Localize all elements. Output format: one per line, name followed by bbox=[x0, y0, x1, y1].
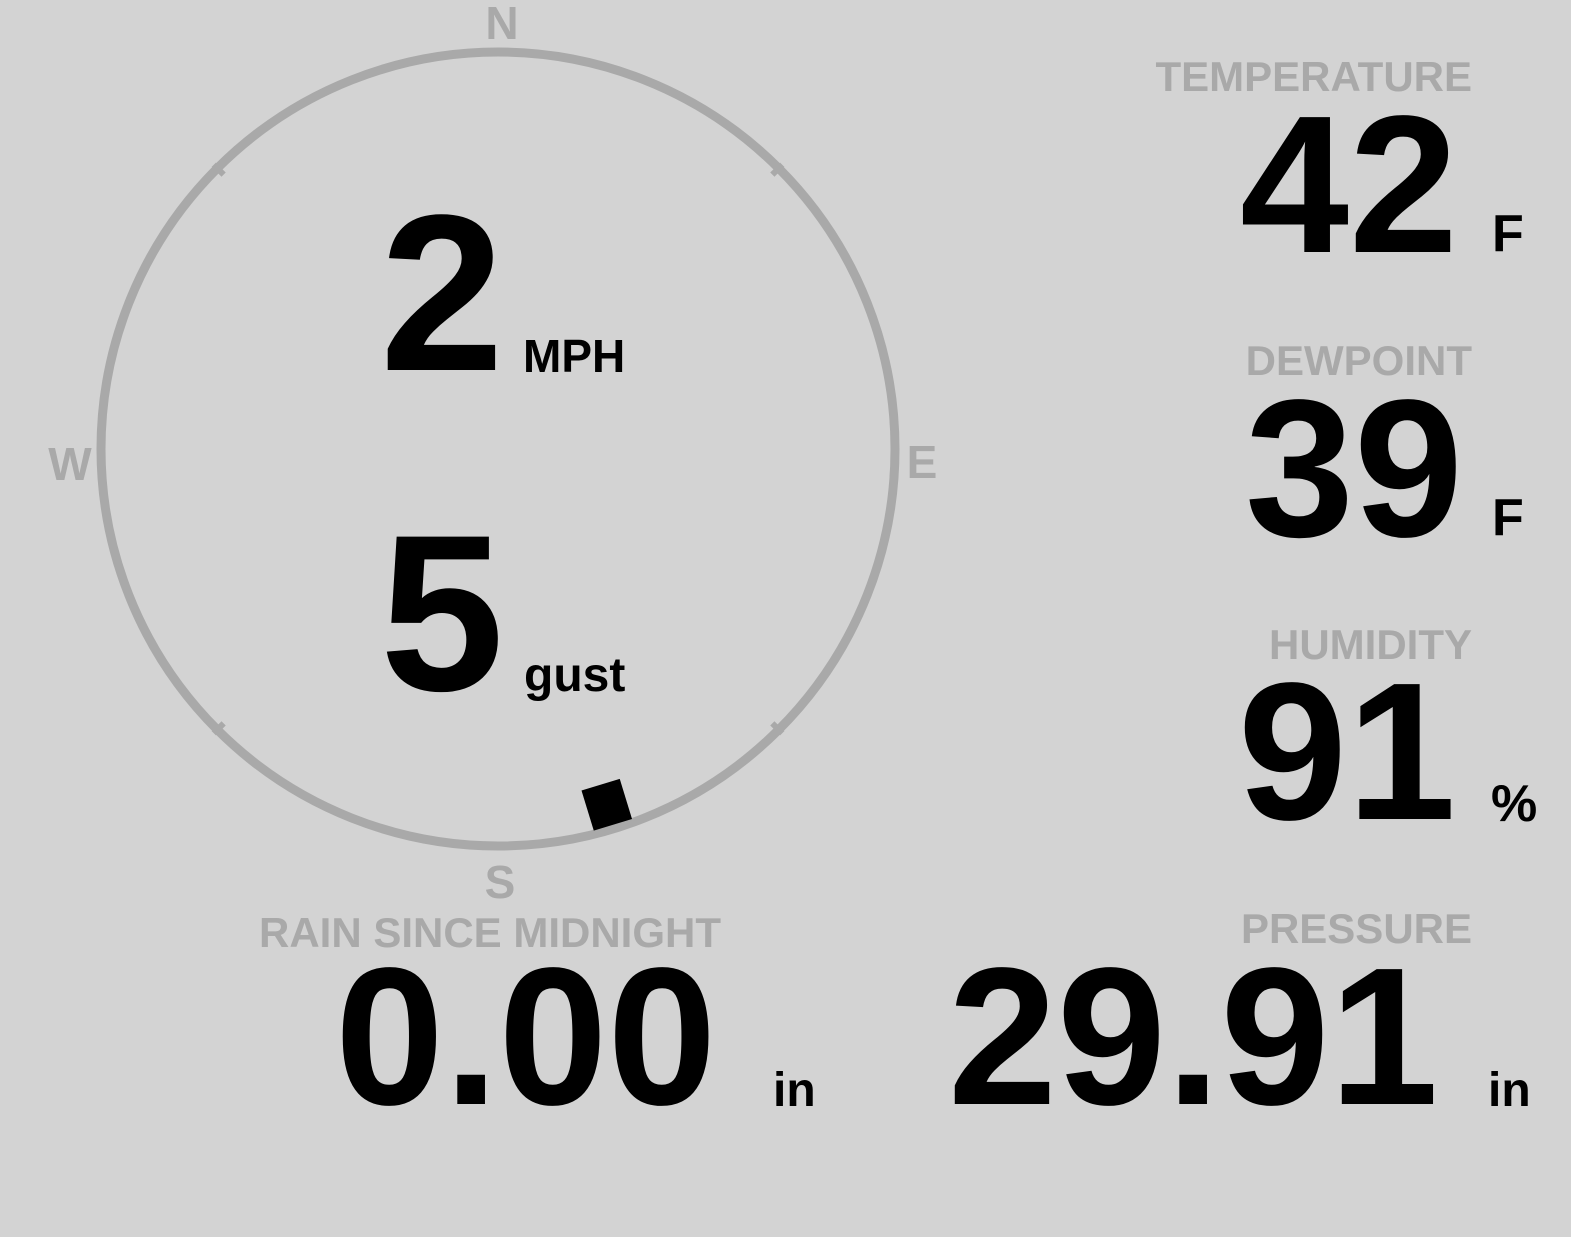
compass-north: N bbox=[485, 0, 519, 49]
wind-direction-marker bbox=[581, 778, 633, 831]
pressure-label: PRESSURE bbox=[1240, 905, 1472, 952]
compass-ring bbox=[96, 47, 900, 851]
compass-ticks bbox=[211, 162, 785, 736]
wind-gust-value: 5 bbox=[380, 489, 505, 738]
compass-tick bbox=[211, 721, 226, 736]
rain-value: 0.00 bbox=[335, 927, 717, 1146]
compass-south: S bbox=[484, 856, 516, 908]
temperature-label: TEMPERATURE bbox=[1155, 53, 1472, 100]
wind-speed-value: 2 bbox=[380, 169, 505, 418]
wind-gust-unit: gust bbox=[524, 649, 626, 702]
temperature-unit: F bbox=[1492, 205, 1524, 263]
compass-tick bbox=[770, 721, 785, 736]
pressure-unit: in bbox=[1488, 1064, 1531, 1117]
humidity-label: HUMIDITY bbox=[1269, 621, 1472, 668]
humidity-unit: % bbox=[1491, 775, 1538, 833]
rain-label: RAIN SINCE MIDNIGHT bbox=[259, 909, 721, 956]
compass-west: W bbox=[48, 438, 92, 490]
dewpoint-label: DEWPOINT bbox=[1245, 337, 1472, 384]
dewpoint-unit: F bbox=[1492, 489, 1524, 547]
rain-unit: in bbox=[773, 1064, 816, 1117]
dewpoint-value: 39 bbox=[1245, 359, 1464, 578]
compass-east: E bbox=[906, 436, 938, 488]
humidity-value: 91 bbox=[1238, 642, 1457, 861]
compass-tick bbox=[770, 162, 785, 177]
wind-speed-unit: MPH bbox=[523, 330, 626, 382]
temperature-value: 42 bbox=[1240, 75, 1459, 294]
pressure-value: 29.91 bbox=[948, 927, 1439, 1146]
compass-tick bbox=[211, 162, 226, 177]
